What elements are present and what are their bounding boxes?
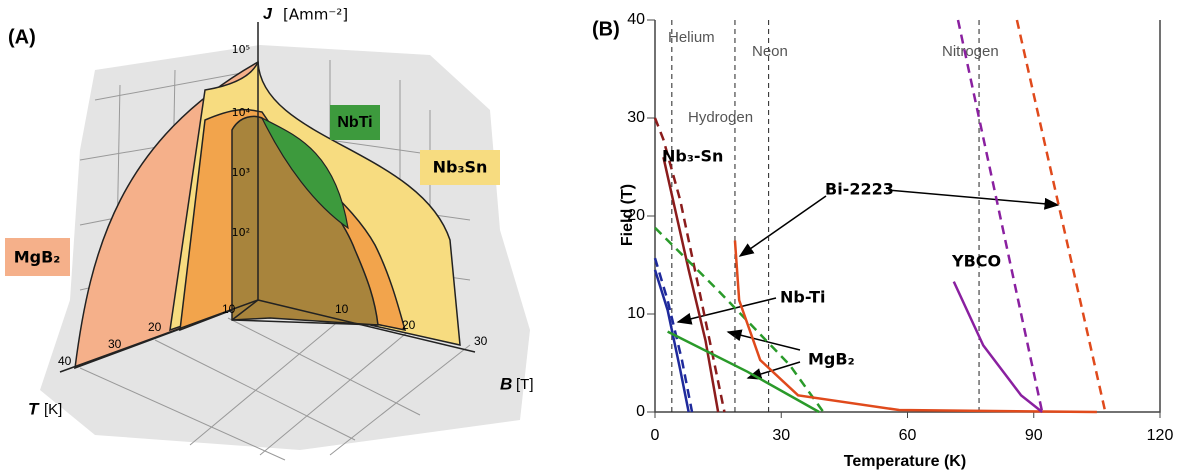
y-axis-label: Field (T): [619, 184, 636, 246]
x-tick-label: 0: [651, 427, 660, 444]
y-tick-label: 40: [627, 11, 645, 28]
t-tick: 40: [58, 354, 72, 368]
t-tick: 30: [108, 337, 122, 351]
nbti-sliver: [260, 116, 349, 230]
axes: [59, 22, 476, 373]
x-tick-label: 90: [1025, 427, 1043, 444]
y-tick-label: 0: [636, 403, 645, 420]
y-tick-label: 20: [627, 207, 645, 224]
x-axis-label: Temperature (K): [844, 453, 966, 470]
material-label: MgB₂: [14, 248, 61, 267]
series-label: YBCO: [951, 252, 1001, 271]
x-tick-label: 30: [772, 427, 790, 444]
series-line: [653, 269, 690, 413]
reference-label: Hydrogen: [688, 109, 753, 126]
reference-label: Helium: [668, 29, 715, 46]
y-tick-label: 10: [627, 305, 645, 322]
mgb2-label-box: [5, 238, 70, 276]
b-axis-symbol: B: [500, 374, 512, 393]
series-label: Bi-2223: [825, 180, 894, 199]
j-tick: 10⁴: [232, 106, 251, 119]
material-label: Nb₃Sn: [433, 158, 488, 177]
t-tick: 10: [222, 302, 236, 316]
panel-label: (A): [8, 26, 36, 48]
t-axis-unit: [K]: [44, 401, 62, 418]
reference-label: Nitrogen: [942, 43, 999, 60]
series-line: [653, 117, 726, 413]
j-tick: 10⁵: [232, 43, 250, 56]
series-label: Nb-Ti: [780, 288, 826, 307]
arrows: [676, 189, 1060, 380]
axis-frame: [654, 20, 1161, 413]
y-tick-label: 30: [627, 109, 645, 126]
t-tick: 20: [148, 320, 162, 334]
series-line: [733, 240, 1097, 414]
j-axis-unit: [Amm⁻²]: [283, 6, 348, 24]
series-line: [653, 257, 694, 413]
series-label: MgB₂: [808, 350, 855, 369]
series-line: [1015, 19, 1107, 413]
reference-label: Neon: [752, 43, 788, 60]
series-line: [654, 226, 825, 413]
j-tick: 10²: [232, 226, 250, 239]
material-label: NbTi: [337, 114, 372, 131]
b-axis-unit: [T]: [516, 376, 534, 393]
t-axis-symbol: T: [28, 399, 40, 418]
b-tick: 20: [402, 318, 416, 332]
b-tick: 30: [474, 334, 488, 348]
panel-label: (B): [592, 18, 620, 40]
nb3sn-label-box: [420, 150, 500, 185]
b-tick: 10: [335, 302, 349, 316]
j-tick: 10³: [232, 166, 250, 179]
panel-a: (A) J [Amm⁻²] 10⁵ 10⁴ 10³ 10² 10 20 30 4…: [5, 6, 534, 461]
series-label: Nb₃-Sn: [662, 147, 723, 166]
series-line: [667, 330, 820, 414]
j-axis-symbol: J: [263, 6, 273, 23]
x-tick-label: 120: [1147, 427, 1174, 444]
x-tick-label: 60: [899, 427, 917, 444]
series-line: [952, 281, 1043, 413]
nbti-label-box: [330, 105, 380, 140]
series-line: [956, 19, 1044, 413]
series-line: [662, 156, 720, 413]
